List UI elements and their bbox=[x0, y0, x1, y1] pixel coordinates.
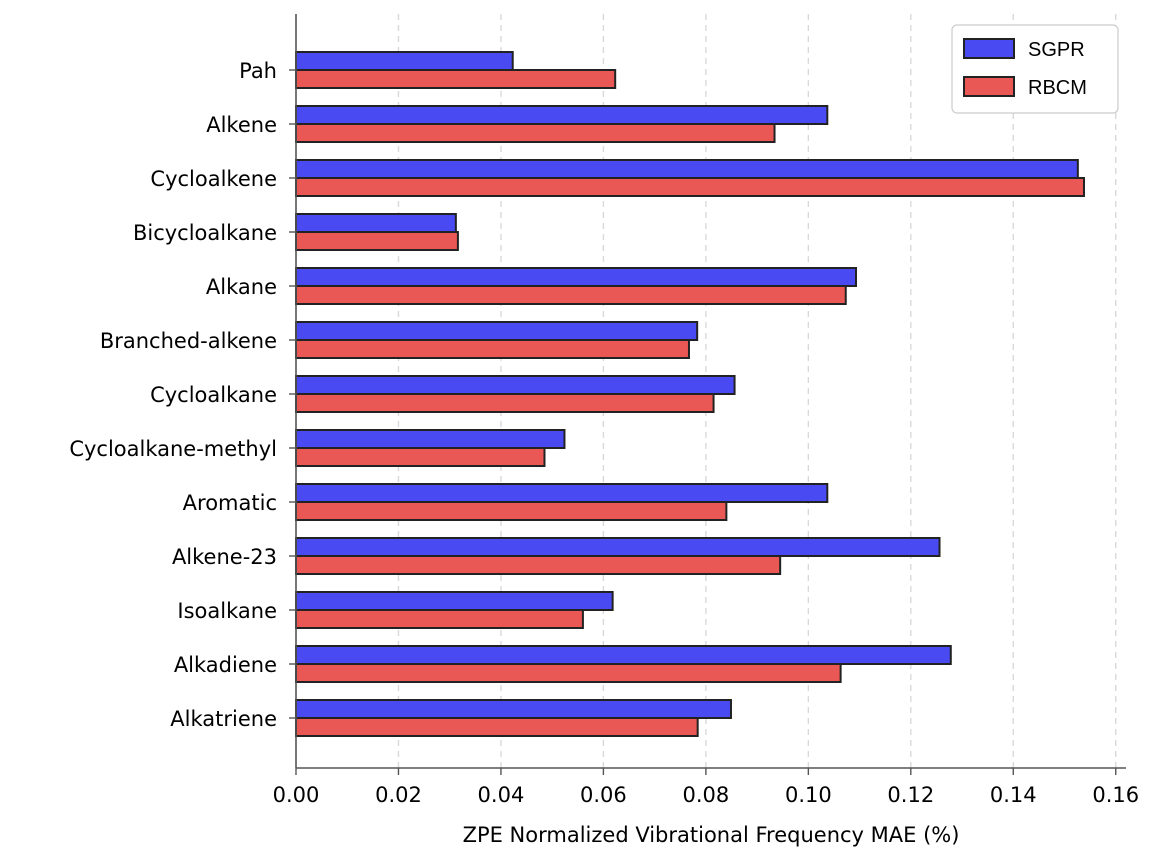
category-label: Bicycloalkane bbox=[133, 221, 277, 245]
y-categories: Pah Alkene Cycloalkene Bicycloalkane Alkane B… bbox=[69, 59, 296, 731]
category-label: Alkene-23 bbox=[172, 545, 277, 569]
legend-label-rbcm: RBCM bbox=[1028, 77, 1087, 99]
bar-sgpr-alkene-23 bbox=[295, 537, 941, 557]
bar-sgpr-branched-alkene bbox=[295, 321, 699, 341]
bar-sgpr-alkene bbox=[295, 105, 829, 125]
bars-group bbox=[295, 51, 1085, 737]
x-tick-label: 0.02 bbox=[375, 783, 422, 807]
category-label: Branched-alkene bbox=[100, 329, 277, 353]
bar-rbcm-alkane bbox=[295, 285, 847, 305]
legend: SGPR RBCM bbox=[951, 24, 1119, 114]
x-tick-label: 0.16 bbox=[1092, 783, 1139, 807]
bar-rbcm-isoalkane bbox=[295, 609, 584, 629]
bar-sgpr-pah bbox=[295, 51, 514, 71]
bar-rbcm-cycloalkene bbox=[295, 177, 1085, 197]
bar-rbcm-alkene bbox=[295, 123, 776, 143]
bar-sgpr-alkane bbox=[295, 267, 857, 287]
bar-sgpr-cycloalkene bbox=[295, 159, 1079, 179]
bar-sgpr-isoalkane bbox=[295, 591, 614, 611]
bar-rbcm-branched-alkene bbox=[295, 339, 690, 359]
bar-rbcm-alkadiene bbox=[295, 663, 842, 683]
category-label: Isoalkane bbox=[177, 599, 277, 623]
category-label: Aromatic bbox=[183, 491, 277, 515]
bar-sgpr-alkatriene bbox=[295, 699, 732, 719]
category-label: Alkane bbox=[206, 275, 277, 299]
category-label: Cycloalkene bbox=[150, 167, 277, 191]
x-tick-label: 0.10 bbox=[785, 783, 832, 807]
bar-rbcm-aromatic bbox=[295, 501, 728, 521]
legend-swatch-sgpr bbox=[963, 38, 1015, 59]
bar-rbcm-bicycloalkane bbox=[295, 231, 459, 251]
bar-sgpr-aromatic bbox=[295, 483, 829, 503]
legend-swatch-rbcm bbox=[963, 76, 1015, 97]
bar-rbcm-alkene-23 bbox=[295, 555, 782, 575]
bar-rbcm-cycloalkane bbox=[295, 393, 715, 413]
x-tick-label: 0.14 bbox=[990, 783, 1037, 807]
category-label: Cycloalkane bbox=[150, 383, 277, 407]
category-label: Cycloalkane-methyl bbox=[69, 437, 277, 461]
x-axis-label: ZPE Normalized Vibrational Frequency MAE… bbox=[463, 823, 960, 847]
bar-rbcm-cycloalkane-methyl bbox=[295, 447, 546, 467]
bar-sgpr-bicycloalkane bbox=[295, 213, 457, 233]
bar-sgpr-alkadiene bbox=[295, 645, 952, 665]
bar-rbcm-alkatriene bbox=[295, 717, 699, 737]
x-tick-label: 0.04 bbox=[478, 783, 525, 807]
x-ticks: 0.00 0.02 0.04 0.06 0.08 0.10 0.12 0.14 0.16 bbox=[273, 768, 1139, 807]
bar-sgpr-cycloalkane-methyl bbox=[295, 429, 566, 449]
x-tick-label: 0.06 bbox=[580, 783, 627, 807]
x-tick-label: 0.08 bbox=[682, 783, 729, 807]
category-label: Alkadiene bbox=[174, 653, 277, 677]
x-tick-label: 0.12 bbox=[887, 783, 934, 807]
category-label: Pah bbox=[239, 59, 277, 83]
legend-label-sgpr: SGPR bbox=[1028, 39, 1085, 61]
bar-rbcm-pah bbox=[295, 69, 617, 89]
bar-sgpr-cycloalkane bbox=[295, 375, 736, 395]
category-label: Alkene bbox=[206, 113, 277, 137]
category-label: Alkatriene bbox=[170, 707, 277, 731]
x-tick-label: 0.00 bbox=[273, 783, 320, 807]
